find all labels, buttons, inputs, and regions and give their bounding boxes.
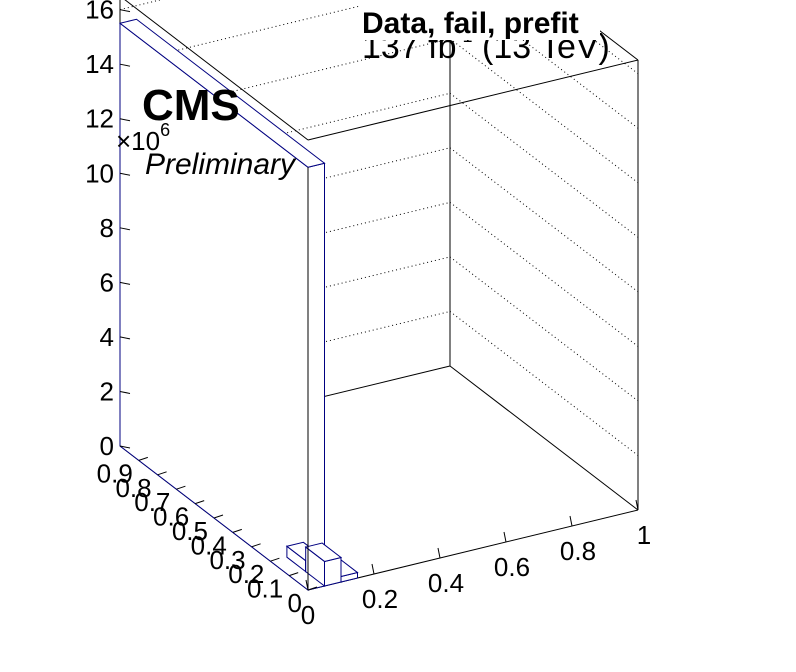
y-tick-label: 0.7: [134, 487, 170, 517]
z-tick-label: 0: [100, 431, 114, 461]
grid-right-2: [449, 256, 639, 402]
y-tick-label: 0.1: [247, 574, 283, 604]
bars: [118, 18, 359, 592]
bar-top-face: [118, 18, 326, 168]
z-tick-mark: [119, 63, 131, 67]
y-tick-label: 0.5: [172, 516, 208, 546]
y-tick-mark: [270, 557, 280, 562]
x-tick-mark: [635, 499, 639, 511]
frame-top-left: [124, 0, 309, 141]
x-axis-line: [307, 509, 639, 591]
x-tick-label: 0.6: [494, 552, 530, 582]
grid-right-4: [449, 147, 639, 293]
z-axis-ticks: 0 2 4 6 8 10 12 14 16: [85, 0, 131, 461]
z-tick-label: 8: [100, 213, 114, 243]
y-tick-mark: [138, 456, 148, 461]
z-tick-mark: [119, 227, 131, 231]
y-tick-label: 0.2: [228, 559, 264, 589]
x-tick-mark: [569, 515, 573, 527]
z-tick-mark: [119, 281, 131, 285]
y-tick-mark: [232, 528, 242, 533]
y-tick-mark: [289, 572, 299, 577]
title-background: [360, 0, 600, 40]
x-tick-mark: [305, 579, 309, 591]
x-tick-mark: [503, 531, 507, 543]
z-tick-label: 16: [85, 0, 114, 25]
y-axis-ticks: 00.10.20.30.40.50.60.70.80.9: [97, 456, 318, 618]
y-tick-label: 0: [288, 588, 302, 618]
z-tick-mark: [119, 118, 131, 122]
frame-right-bottom-y: [449, 365, 639, 511]
y-tick-label: 0.8: [115, 473, 151, 503]
z-tick-mark: [119, 336, 131, 340]
status-label: Preliminary: [145, 148, 297, 181]
z-tick-mark: [119, 445, 131, 449]
grid-right-1: [449, 311, 639, 456]
x-axis-ticks: 0 0.2 0.4 0.6 0.8 1: [301, 499, 651, 630]
z-tick-mark: [119, 9, 131, 13]
y-tick-mark: [195, 500, 205, 505]
frame-top-front: [307, 59, 639, 141]
y-tick-label: 0.4: [191, 530, 227, 560]
bar-front-face: [307, 162, 325, 591]
bar-top-face: [304, 542, 343, 562]
bar-front-face: [324, 556, 342, 587]
z-tick-label: 4: [100, 322, 114, 352]
z-tick-mark: [119, 390, 131, 394]
y-tick-mark: [176, 485, 186, 490]
z-tick-label: 2: [100, 376, 114, 406]
grid-right-5: [449, 92, 639, 238]
x-tick-label: 0.8: [560, 536, 596, 566]
y-tick-label: 0.3: [209, 545, 245, 575]
z-multiplier: ×106: [116, 120, 170, 156]
x-tick-label: 0: [301, 600, 315, 630]
experiment-label: CMS: [142, 81, 240, 130]
bar-3: [304, 542, 343, 588]
x-tick-label: 0.4: [428, 568, 464, 598]
y-tick-label: 0.9: [97, 458, 133, 488]
z-tick-label: 14: [85, 49, 114, 79]
y-tick-label: 0.6: [153, 502, 189, 532]
z-tick-label: 12: [85, 104, 114, 134]
y-tick-mark: [157, 471, 167, 476]
z-tick-mark: [119, 172, 131, 176]
x-tick-mark: [437, 547, 441, 559]
x-tick-label: 0.2: [362, 584, 398, 614]
z-tick-label: 6: [100, 267, 114, 297]
y-tick-mark: [213, 514, 224, 519]
x-tick-mark: [371, 563, 375, 575]
y-tick-mark: [307, 586, 318, 591]
grid-right-3: [449, 201, 639, 347]
z-tick-label: 10: [85, 158, 114, 188]
x-tick-label: 1: [637, 520, 651, 550]
chart-title: Data, fail, prefit: [362, 7, 579, 40]
y-tick-mark: [251, 543, 261, 548]
frame-top-right: [558, 0, 639, 61]
